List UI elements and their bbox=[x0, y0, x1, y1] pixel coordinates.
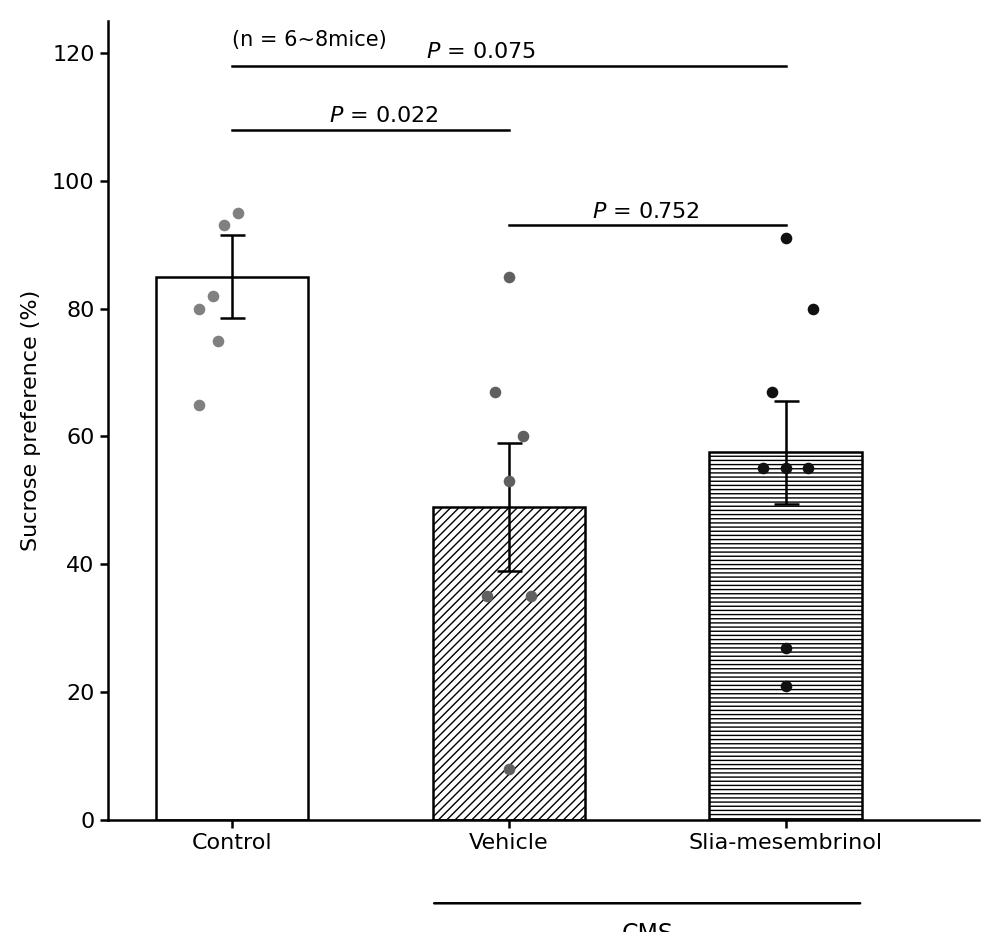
Point bbox=[778, 231, 794, 246]
Point bbox=[479, 589, 495, 604]
Point bbox=[501, 761, 517, 776]
Point bbox=[800, 461, 816, 476]
Point bbox=[523, 589, 539, 604]
Text: $\it{P}$ = 0.075: $\it{P}$ = 0.075 bbox=[426, 42, 536, 62]
Bar bbox=[156, 277, 308, 820]
Point bbox=[805, 301, 821, 316]
Text: (n = 6~8mice): (n = 6~8mice) bbox=[232, 30, 387, 49]
Point bbox=[487, 384, 503, 399]
Point bbox=[216, 218, 232, 233]
Point bbox=[191, 397, 207, 412]
Bar bbox=[709, 452, 862, 820]
Text: $\it{P}$ = 0.022: $\it{P}$ = 0.022 bbox=[329, 106, 439, 127]
Point bbox=[230, 205, 246, 220]
Point bbox=[210, 333, 226, 348]
Point bbox=[501, 269, 517, 284]
Y-axis label: Sucrose preference (%): Sucrose preference (%) bbox=[21, 290, 41, 551]
Point bbox=[764, 384, 780, 399]
Bar bbox=[433, 507, 585, 820]
Point bbox=[755, 461, 771, 476]
Point bbox=[515, 429, 531, 444]
Text: CMS: CMS bbox=[621, 923, 673, 932]
Point bbox=[205, 288, 221, 303]
Point bbox=[191, 301, 207, 316]
Text: $\it{P}$ = 0.752: $\it{P}$ = 0.752 bbox=[592, 202, 700, 222]
Point bbox=[778, 678, 794, 693]
Point bbox=[778, 461, 794, 476]
Point bbox=[501, 473, 517, 488]
Point bbox=[778, 640, 794, 655]
